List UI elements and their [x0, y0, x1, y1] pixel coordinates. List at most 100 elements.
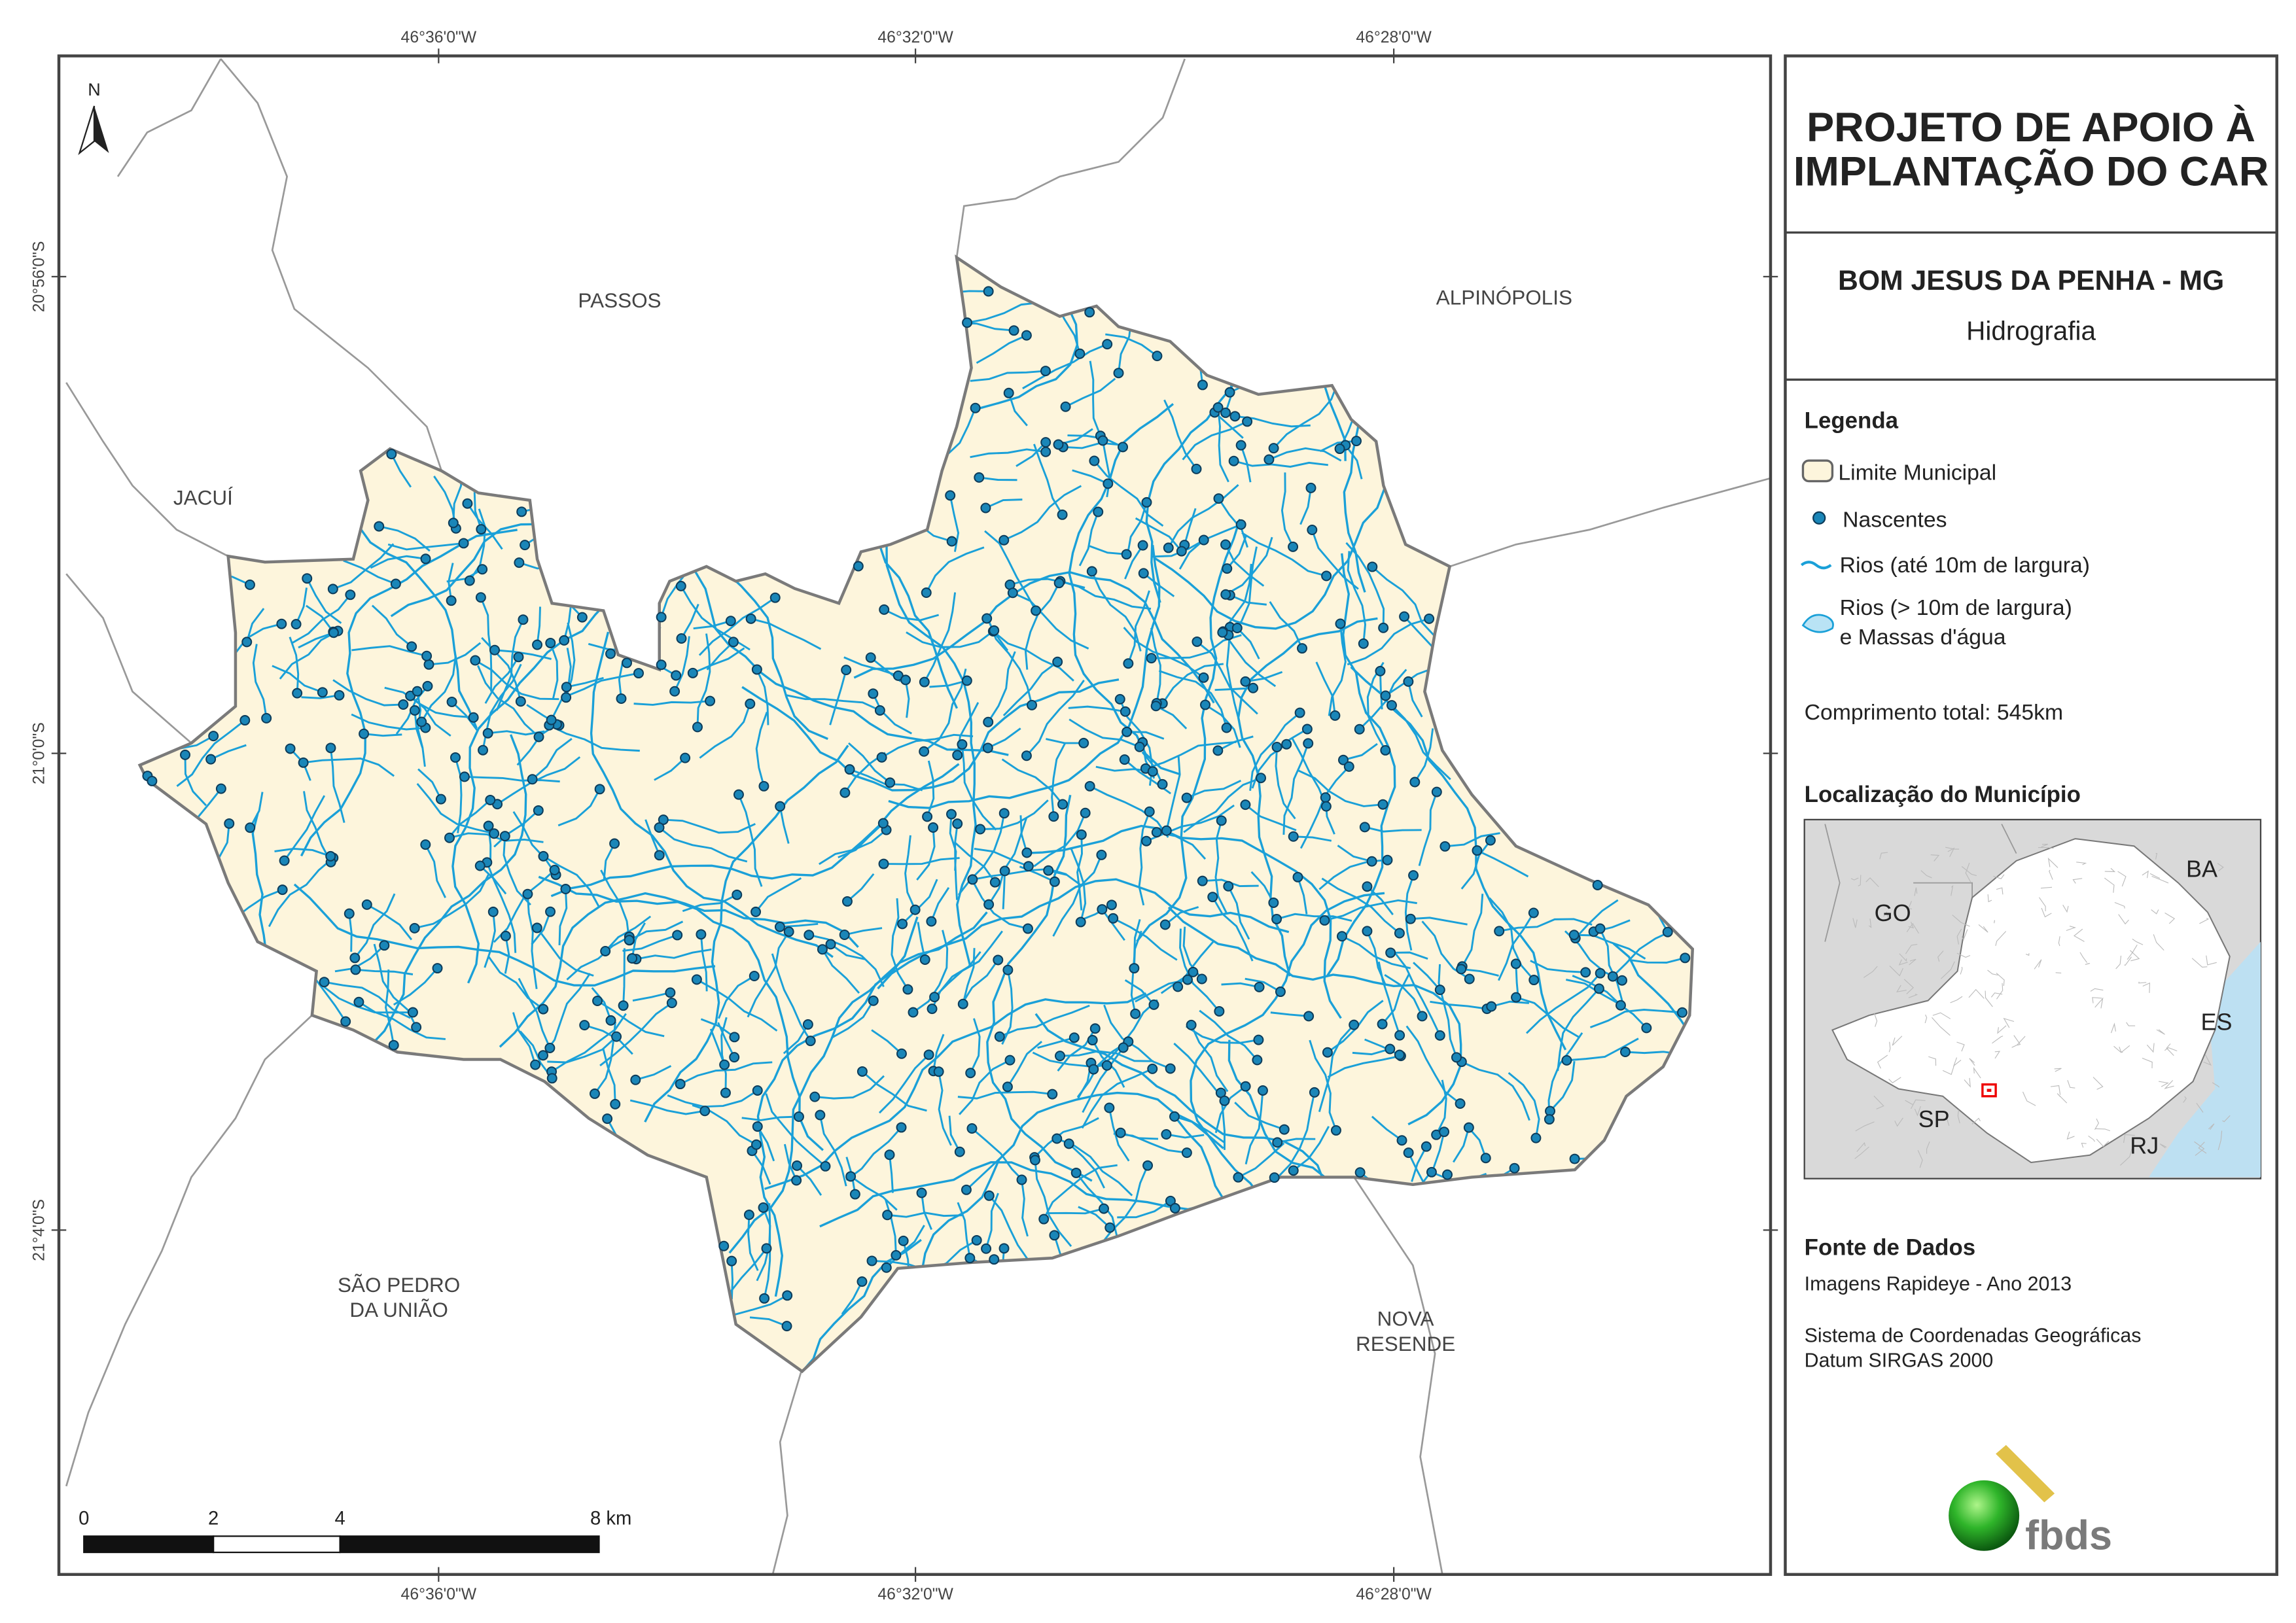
spring — [1394, 928, 1405, 939]
spring — [1301, 724, 1313, 735]
river — [749, 1316, 788, 1327]
north-label: N — [88, 80, 101, 99]
inset-boundary — [2058, 936, 2060, 947]
spring — [983, 286, 994, 297]
inset-boundary — [2164, 1047, 2178, 1051]
spring — [929, 992, 940, 1003]
inset-boundary — [1911, 1099, 1926, 1109]
inset-boundary — [1858, 875, 1862, 886]
river — [1245, 804, 1297, 831]
river — [1078, 512, 1099, 567]
spring — [244, 579, 255, 590]
spring — [1097, 435, 1108, 446]
inset-boundary — [1997, 1025, 2007, 1034]
river — [416, 691, 426, 767]
inset-boundary — [2088, 1136, 2095, 1142]
inset-boundary — [1973, 1066, 1981, 1079]
inset-boundary — [1996, 983, 2004, 1000]
river — [980, 799, 1049, 830]
spring — [654, 822, 665, 833]
inset-boundary — [1908, 994, 1918, 998]
spring — [319, 977, 330, 988]
inset-boundary — [1914, 1106, 1921, 1117]
spring — [1114, 693, 1125, 705]
spring — [994, 1031, 1005, 1042]
spring — [1455, 1098, 1466, 1109]
inset-boundary — [1945, 846, 1960, 850]
spring — [1662, 926, 1673, 937]
spring — [989, 877, 1000, 888]
spring — [1002, 1081, 1013, 1092]
spring — [1008, 325, 1019, 336]
spring — [1297, 643, 1307, 654]
inset-boundary — [2120, 1148, 2132, 1166]
inset-boundary — [1987, 894, 1992, 903]
inset-boundary — [2159, 1143, 2167, 1149]
spring — [1021, 750, 1032, 761]
spring — [720, 1087, 731, 1098]
spring — [825, 939, 836, 950]
spring — [809, 1091, 821, 1102]
river — [682, 894, 737, 913]
river — [1112, 917, 1178, 961]
spring — [298, 757, 309, 768]
river — [850, 1176, 898, 1211]
inset-boundary — [2183, 1096, 2187, 1103]
river — [447, 799, 491, 839]
inset-boundary — [2164, 912, 2176, 924]
spring — [1242, 416, 1253, 427]
spring — [1212, 402, 1224, 413]
river — [923, 592, 957, 683]
river — [1276, 1092, 1316, 1179]
river — [1012, 591, 1089, 650]
latitude-label: 20°56'0"S — [31, 241, 48, 313]
river — [878, 1054, 930, 1114]
spring — [817, 944, 828, 955]
river — [1574, 899, 1619, 939]
river — [632, 991, 671, 1002]
river — [293, 883, 716, 987]
river — [1021, 1179, 1029, 1237]
inset-boundary — [1854, 1146, 1869, 1159]
river — [861, 1070, 927, 1112]
river — [323, 986, 413, 1014]
river — [454, 757, 463, 833]
river — [987, 817, 1028, 905]
inset-boundary — [1917, 1150, 1923, 1168]
spring — [957, 739, 968, 750]
river — [699, 703, 751, 759]
river — [629, 1099, 705, 1115]
spring — [656, 659, 667, 671]
side-panel — [1784, 54, 2278, 1577]
inset-boundary — [2194, 1141, 2205, 1156]
inset-boundary — [2066, 1131, 2075, 1140]
source-title: Fonte de Dados — [1805, 1235, 1975, 1261]
inset-boundary — [1868, 918, 1872, 928]
inset-boundary — [2047, 857, 2058, 868]
spring — [1047, 1089, 1058, 1100]
river — [279, 630, 339, 680]
river — [1037, 1036, 1075, 1049]
inset-boundary — [2138, 981, 2147, 984]
spring — [1426, 1166, 1437, 1178]
river — [999, 1004, 1090, 1038]
spring — [1619, 1047, 1631, 1058]
inset-boundary — [1995, 931, 2007, 946]
river — [603, 843, 616, 880]
spring — [719, 1059, 730, 1070]
spring — [1186, 1019, 1197, 1030]
spring — [1354, 1167, 1366, 1178]
river — [1003, 485, 1082, 542]
spring — [1123, 658, 1134, 669]
spring — [891, 1249, 902, 1261]
spring — [1595, 923, 1606, 934]
river — [971, 1127, 1026, 1184]
municipality: BOM JESUS DA PENHA - MG — [1838, 265, 2224, 296]
spring — [1220, 407, 1231, 418]
spring — [946, 809, 957, 820]
spring — [546, 714, 557, 725]
river — [566, 935, 630, 981]
spring — [970, 402, 981, 413]
river — [518, 977, 551, 1049]
spring — [474, 860, 486, 871]
